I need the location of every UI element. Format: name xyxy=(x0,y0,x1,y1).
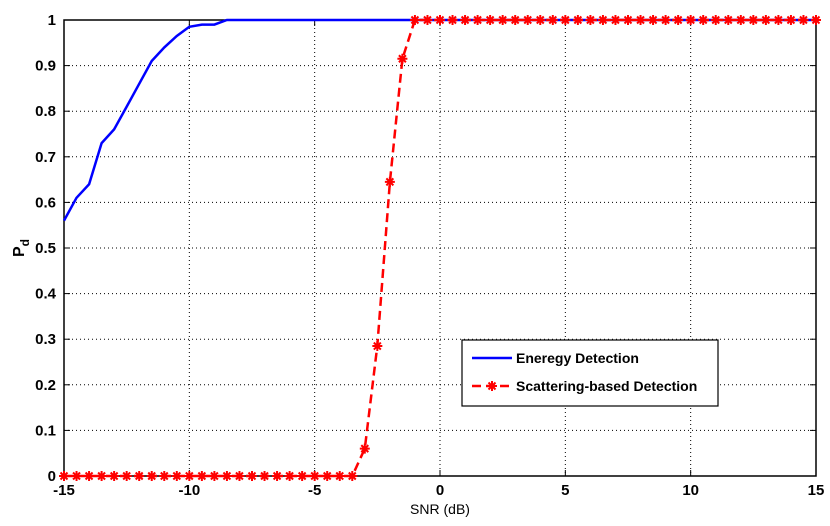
data-point-marker xyxy=(134,471,145,481)
data-point-marker xyxy=(259,471,270,481)
data-point-marker xyxy=(184,471,195,481)
x-tick-label: 5 xyxy=(561,482,569,499)
y-axis-label-sub: d xyxy=(18,239,32,246)
data-point-marker xyxy=(723,15,734,25)
y-tick-label: 0.3 xyxy=(35,331,56,348)
data-point-marker xyxy=(685,15,696,25)
x-tick-label: 10 xyxy=(682,482,699,499)
data-point-marker xyxy=(196,471,207,481)
data-point-marker xyxy=(109,471,120,481)
y-tick-label: 0.4 xyxy=(35,286,57,303)
data-point-marker xyxy=(334,471,345,481)
data-point-marker xyxy=(497,15,508,25)
data-point-marker xyxy=(660,15,671,25)
data-point-marker xyxy=(234,471,245,481)
legend-label-2: Scattering-based Detection xyxy=(516,378,697,394)
data-point-marker xyxy=(71,471,82,481)
series-line-1 xyxy=(62,18,816,222)
legend: Eneregy Detection Scattering-based Detect… xyxy=(461,339,719,407)
data-point-marker xyxy=(247,471,257,481)
data-point-marker xyxy=(572,15,583,25)
data-point-marker xyxy=(673,15,684,25)
data-point-marker xyxy=(171,471,182,481)
data-point-marker xyxy=(773,15,784,25)
data-point-marker xyxy=(760,15,771,25)
y-tick-label: 0.9 xyxy=(35,58,56,75)
data-point-marker xyxy=(59,471,69,481)
data-point-marker xyxy=(209,471,220,481)
data-point-marker xyxy=(309,471,320,481)
data-point-marker xyxy=(146,471,157,481)
x-tick-label: 15 xyxy=(808,482,825,499)
data-point-marker xyxy=(798,15,809,25)
x-axis-label: SNR (dB) xyxy=(410,501,470,517)
data-point-marker xyxy=(221,471,232,481)
data-point-marker xyxy=(522,15,533,25)
ticks: -15 -10 -5 0 5 10 15 0 0.1 0.2 0.3 0.4 0.5 0.6 0.7 0.8 0… xyxy=(35,12,824,499)
data-point-marker xyxy=(698,15,709,25)
data-point-marker xyxy=(121,471,132,481)
x-tick-label: -5 xyxy=(308,482,321,499)
data-point-marker xyxy=(435,15,445,25)
y-tick-label: 0.7 xyxy=(35,149,56,166)
y-tick-label: 0.5 xyxy=(35,240,56,257)
data-point-marker xyxy=(510,15,521,25)
data-point-marker xyxy=(472,15,483,25)
y-tick-label: 0.1 xyxy=(35,422,56,439)
data-point-marker xyxy=(322,471,333,481)
data-point-marker xyxy=(811,15,821,25)
legend-box xyxy=(461,339,719,407)
data-point-marker xyxy=(84,471,95,481)
data-point-marker xyxy=(397,53,408,64)
y-axis-label-main: P xyxy=(11,246,28,257)
data-point-marker xyxy=(748,15,759,25)
data-point-marker xyxy=(272,471,283,481)
data-point-marker xyxy=(347,471,358,481)
data-point-marker xyxy=(372,341,383,352)
data-point-marker xyxy=(610,15,621,25)
data-point-marker xyxy=(297,471,308,481)
data-point-marker xyxy=(735,15,746,25)
y-tick-label: 0.2 xyxy=(35,377,56,394)
y-tick-label: 1 xyxy=(48,12,56,29)
data-point-marker xyxy=(359,443,370,454)
data-point-marker xyxy=(785,15,796,25)
data-point-marker xyxy=(384,176,395,187)
data-point-marker xyxy=(159,471,170,481)
data-point-marker xyxy=(635,15,646,25)
data-point-marker xyxy=(560,15,571,25)
data-point-marker xyxy=(284,471,295,481)
data-point-marker xyxy=(485,15,496,25)
x-tick-label: -15 xyxy=(53,482,75,499)
legend-label-1: Eneregy Detection xyxy=(516,350,639,366)
data-point-marker xyxy=(460,15,471,25)
data-point-marker xyxy=(648,15,659,25)
legend-marker xyxy=(487,381,497,391)
data-point-marker xyxy=(623,15,633,25)
data-point-marker xyxy=(447,15,458,25)
y-tick-label: 0.6 xyxy=(35,194,56,211)
y-tick-label: 0.8 xyxy=(35,103,56,120)
x-tick-label: -10 xyxy=(178,482,200,499)
data-point-marker xyxy=(547,15,558,25)
data-point-marker xyxy=(597,15,608,25)
data-point-marker xyxy=(96,471,107,481)
y-tick-label: 0 xyxy=(48,468,56,485)
data-point-marker xyxy=(422,15,433,25)
grid xyxy=(63,19,817,477)
y-axis-label: Pd xyxy=(11,239,32,257)
data-point-marker xyxy=(409,15,420,25)
data-point-marker xyxy=(535,15,546,25)
series xyxy=(59,15,821,481)
data-point-marker xyxy=(710,15,721,25)
data-point-marker xyxy=(585,15,596,25)
x-tick-label: 0 xyxy=(436,482,444,499)
